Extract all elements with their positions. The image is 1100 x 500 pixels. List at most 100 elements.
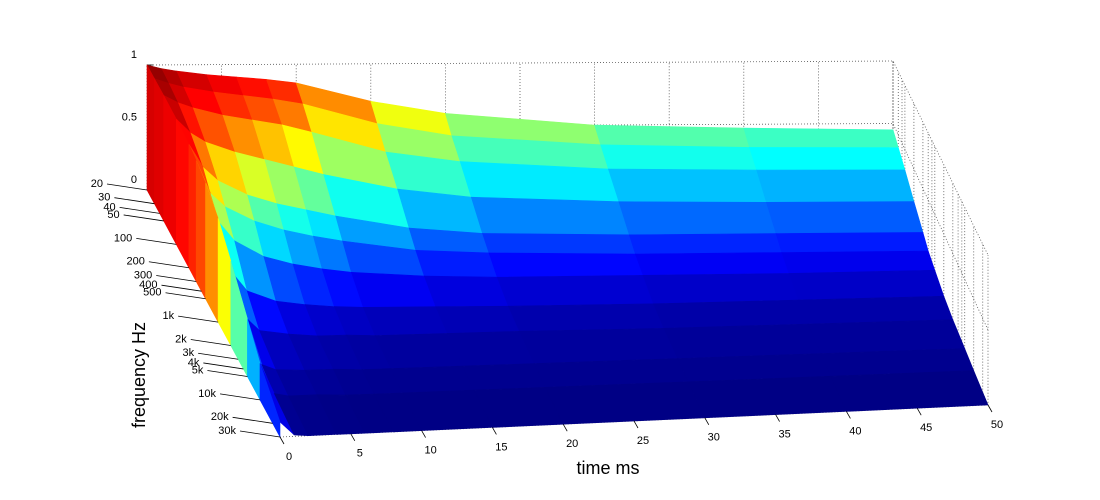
surface-wall: [195, 160, 206, 299]
x-tick: [350, 433, 356, 441]
y-tick-label: 30: [98, 192, 110, 204]
grid-line: [154, 71, 899, 205]
surface-patch: [642, 273, 800, 305]
surface-patch: [765, 201, 924, 234]
z-tick-label: 1: [131, 49, 137, 61]
x-tick: [775, 414, 780, 422]
surface-patch: [446, 330, 535, 367]
surface-wall: [163, 95, 177, 245]
y-tick-label: 20: [91, 178, 103, 190]
surface-patch: [488, 252, 644, 278]
y-tick: [165, 292, 206, 300]
surface-patch: [830, 370, 989, 412]
y-tick: [156, 275, 197, 282]
x-tick-label: 25: [637, 435, 649, 447]
x-tick: [492, 427, 497, 435]
y-tick-label: 400: [139, 279, 157, 291]
y-tick-label: 1k: [163, 310, 175, 322]
y-tick-label: 10k: [198, 388, 216, 400]
surface-patch: [788, 269, 945, 301]
y-tick: [190, 339, 231, 346]
x-tick-label: 30: [708, 432, 720, 444]
y-tick: [207, 370, 248, 377]
z-tick-label: 0: [131, 174, 137, 186]
surface-patch: [749, 147, 906, 171]
y-tick-label: 40: [103, 201, 115, 213]
surface-patch: [362, 306, 448, 336]
surface-patch: [374, 333, 464, 369]
surface-patch: [807, 319, 966, 354]
y-tick-label: 300: [134, 269, 152, 281]
x-tick-label: 15: [495, 441, 507, 453]
surface-patch: [663, 323, 822, 359]
surface-wall: [188, 144, 197, 282]
y-tick-label: 30k: [218, 425, 236, 437]
x-tick: [421, 430, 426, 438]
y-tick: [198, 352, 239, 360]
surface-patch: [350, 271, 437, 308]
surface-patch: [634, 252, 790, 276]
y-tick: [148, 261, 189, 269]
y-tick: [203, 362, 244, 370]
surface-patch: [756, 169, 915, 203]
surface-patch: [798, 295, 954, 325]
y-tick: [123, 214, 164, 222]
x-tick-label: 5: [357, 448, 363, 460]
x-tick: [633, 420, 639, 429]
y-tick-label: 100: [114, 232, 132, 244]
x-tick-label: 0: [286, 451, 292, 463]
surface-patch: [415, 249, 498, 278]
surface-wall: [146, 64, 155, 204]
y-tick-label: 4k: [188, 357, 200, 369]
x-tick-label: 45: [920, 422, 932, 434]
y-tick: [119, 207, 160, 214]
y-tick-label: 50: [107, 209, 119, 221]
x-tick-label: 35: [778, 429, 790, 441]
y-tick-label: 20k: [211, 411, 229, 423]
y-tick-label: 500: [143, 287, 161, 299]
surface-patch: [775, 232, 929, 253]
surface-patch: [390, 365, 475, 394]
surface-patch: [743, 127, 899, 148]
surface-patch: [423, 275, 509, 308]
x-tick: [704, 417, 710, 425]
y-tick-label: 200: [127, 256, 145, 268]
grid-line: [188, 122, 924, 269]
surface-patch: [594, 124, 750, 148]
x-tick: [846, 411, 851, 419]
surface-patch: [607, 168, 767, 203]
x-tick: [987, 404, 993, 413]
x-tick-label: 20: [566, 438, 578, 450]
surface-wall: [154, 77, 164, 222]
surface-patch: [545, 381, 706, 425]
surface-patch: [470, 196, 630, 236]
surface-patch: [462, 363, 546, 391]
x-axis-label: time ms: [577, 458, 640, 478]
y-tick-label: 2k: [175, 333, 187, 345]
surface-patch: [628, 233, 783, 255]
grid-line: [146, 123, 989, 331]
y-axis-label: frequency Hz: [129, 322, 149, 428]
surface-patch: [653, 299, 809, 329]
x-tick-label: 40: [849, 425, 861, 437]
y-tick: [161, 284, 202, 292]
y-tick: [106, 183, 148, 191]
y-tick: [232, 416, 273, 424]
z-tick-label: 0.5: [122, 111, 137, 123]
surface-patch: [600, 144, 758, 171]
y-tick: [178, 315, 219, 323]
y-tick: [239, 430, 281, 438]
y-tick-label: 5k: [192, 364, 204, 376]
surface-patch: [496, 274, 654, 307]
y-tick: [219, 393, 261, 401]
x-tick: [562, 424, 568, 432]
x-tick-label: 10: [424, 445, 436, 457]
x-tick-label: 50: [991, 419, 1003, 431]
x-tick: [279, 436, 285, 445]
y-tick: [114, 197, 155, 205]
y-tick-label: 3k: [182, 347, 194, 359]
surface-patch: [781, 250, 936, 274]
surface-patch: [519, 327, 679, 364]
x-tick: [916, 408, 922, 416]
